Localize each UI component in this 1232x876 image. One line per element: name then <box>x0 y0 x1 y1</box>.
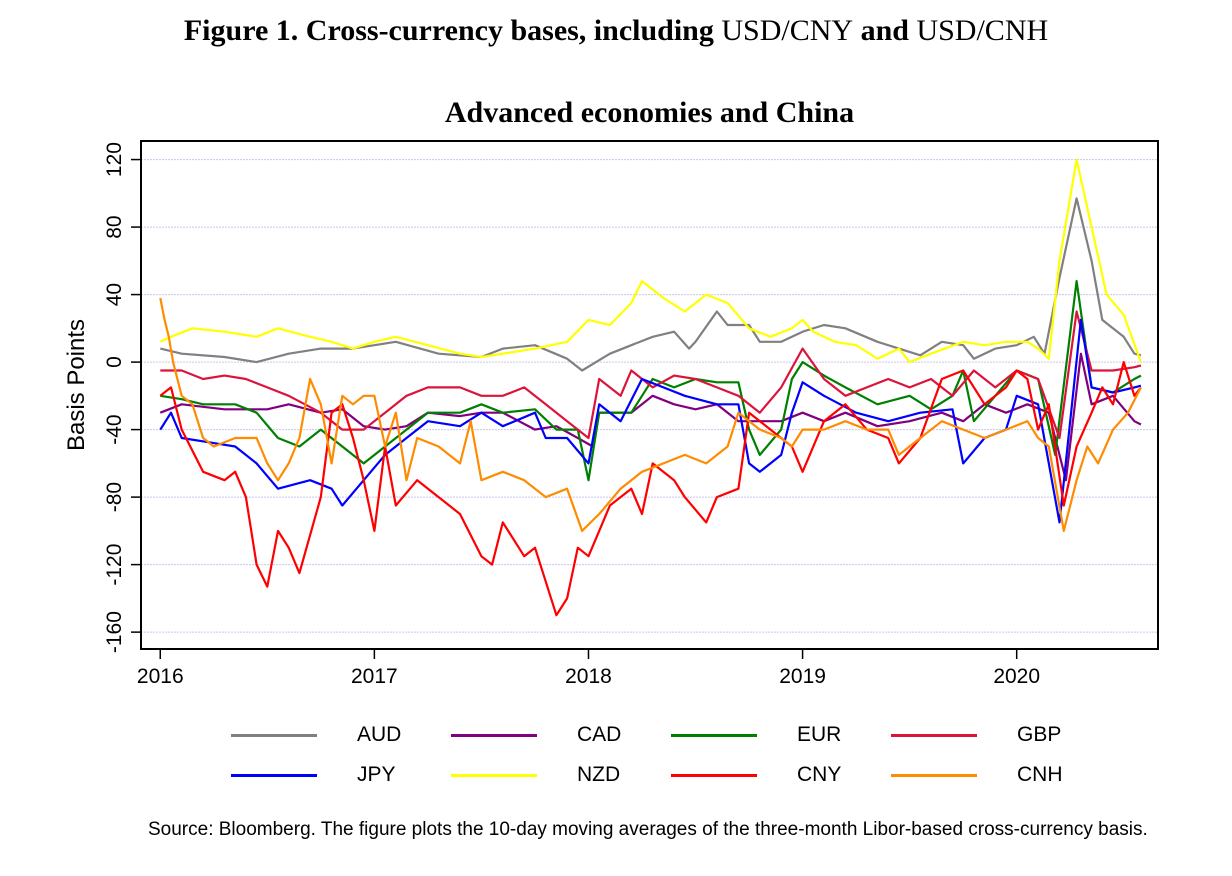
legend-label: CNY <box>797 763 842 786</box>
legend-label: NZD <box>577 763 621 786</box>
x-tick-label: 2020 <box>993 665 1040 688</box>
series-line-gbp <box>160 310 1142 440</box>
legend-item-eur: EUR <box>665 722 885 748</box>
y-tick-label: -120 <box>103 544 126 586</box>
legend-label: AUD <box>357 723 402 746</box>
source-note: Source: Bloomberg. The figure plots the … <box>148 819 1148 840</box>
chart-title: Advanced economies and China <box>444 96 855 129</box>
title-and: and <box>853 14 917 47</box>
x-tick-label: 2017 <box>351 665 398 688</box>
plot-frame <box>140 140 1159 650</box>
legend-label: GBP <box>1017 723 1062 746</box>
title-usd-cnh: USD/CNH <box>916 14 1049 47</box>
legend-swatch <box>891 733 977 737</box>
title-bold-part: Figure 1. Cross-currency bases, includin… <box>183 14 722 47</box>
series-line-eur <box>160 280 1142 482</box>
series-line-cad <box>159 352 1142 482</box>
y-tick-label: -80 <box>103 482 126 512</box>
legend-swatch <box>231 773 317 777</box>
x-tick-label: 2016 <box>137 665 184 688</box>
title-usd-cny: USD/CNY <box>721 14 854 47</box>
legend-swatch <box>231 733 317 737</box>
y-tick-label: -40 <box>103 414 126 444</box>
x-axis: 2016 2017 2018 2019 2020 <box>137 649 1040 688</box>
legend-item-cad: CAD <box>445 722 665 748</box>
legend-item-aud: AUD <box>225 722 445 748</box>
y-tick-label: 120 <box>103 142 126 177</box>
legend-swatch <box>891 773 977 777</box>
figure-title: Figure 1. Cross-currency bases, includin… <box>0 14 1232 48</box>
legend: AUD CAD EUR GBP JPY NZD CNY CNH <box>225 722 1105 788</box>
grid <box>141 159 1158 633</box>
legend-item-jpy: JPY <box>225 762 445 788</box>
legend-item-gbp: GBP <box>885 722 1105 748</box>
legend-item-cnh: CNH <box>885 762 1105 788</box>
series-line-aud <box>160 197 1142 372</box>
series-line-cnh <box>159 297 1142 532</box>
legend-item-nzd: NZD <box>445 762 665 788</box>
y-tick-label: 0 <box>103 356 126 368</box>
legend-label: CNH <box>1017 763 1063 786</box>
y-tick-label: 80 <box>103 215 126 238</box>
series-line-cny <box>159 361 1142 617</box>
legend-swatch <box>451 733 537 737</box>
legend-label: EUR <box>797 723 842 746</box>
legend-swatch <box>671 733 757 737</box>
legend-label: JPY <box>357 763 396 786</box>
y-axis-title: Basis Points <box>63 319 90 451</box>
series-line-nzd <box>159 158 1142 364</box>
legend-swatch <box>671 773 757 777</box>
legend-label: CAD <box>577 723 622 746</box>
x-tick-label: 2019 <box>779 665 826 688</box>
y-tick-label: -160 <box>103 611 126 653</box>
y-axis: 120 80 40 0 -40 -80 -120 -160 <box>103 142 141 653</box>
legend-swatch <box>451 773 537 777</box>
x-tick-label: 2018 <box>565 665 612 688</box>
series-group <box>159 158 1142 617</box>
y-tick-label: 40 <box>103 283 126 306</box>
legend-item-cny: CNY <box>665 762 885 788</box>
